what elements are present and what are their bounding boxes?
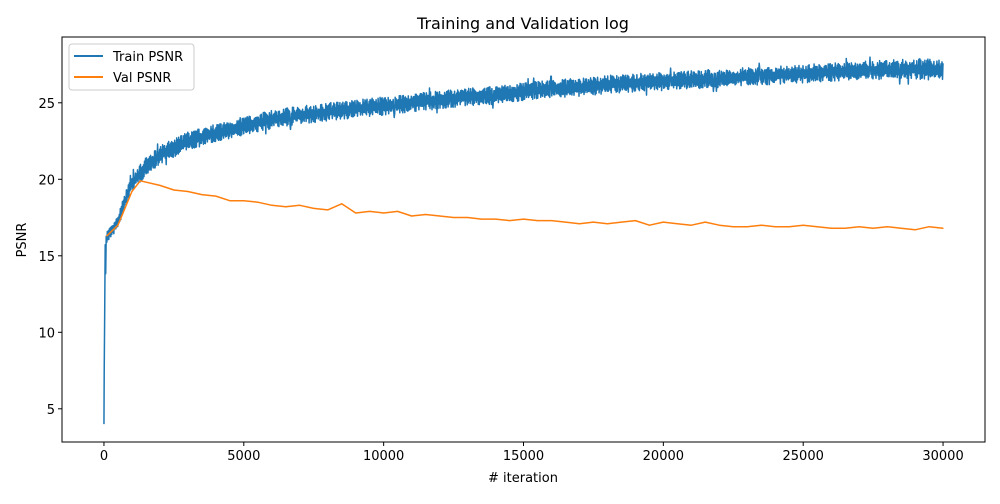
val-psnr-point	[425, 213, 427, 216]
val-psnr-point	[173, 189, 175, 191]
val-psnr-point	[117, 224, 119, 226]
val-psnr-point	[914, 229, 916, 231]
val-psnr-point	[271, 204, 273, 206]
val-psnr-point	[564, 221, 567, 223]
val-psnr-point	[327, 209, 329, 211]
val-psnr-point	[131, 190, 133, 193]
val-psnr-point	[383, 212, 385, 214]
x-tick-label: 30000	[922, 449, 963, 464]
val-psnr-point	[139, 180, 141, 182]
x-tick-label: 20000	[643, 449, 684, 464]
val-psnr-point	[872, 227, 874, 229]
train-psnr-line	[103, 56, 944, 425]
val-psnr-point	[634, 220, 636, 222]
val-psnr-point	[690, 224, 692, 226]
val-psnr-point	[159, 184, 161, 187]
val-psnr-point	[257, 201, 259, 203]
legend-label-val: Val PSNR	[113, 71, 171, 86]
val-psnr-point	[816, 226, 818, 228]
y-axis-label: PSNR	[15, 223, 30, 258]
val-psnr-point	[620, 221, 622, 223]
val-psnr-point	[648, 224, 650, 226]
val-psnr-point	[494, 218, 497, 220]
val-psnr-point	[215, 195, 217, 197]
y-tick-label: 15	[38, 250, 55, 265]
val-psnr-point	[522, 218, 525, 220]
val-psnr-point	[942, 227, 944, 229]
val-psnr-point	[550, 220, 553, 222]
val-psnr-point	[480, 218, 483, 220]
val-psnr-point	[411, 215, 413, 217]
val-psnr-point	[928, 226, 930, 228]
x-tick-label: 5000	[227, 449, 260, 464]
val-psnr-point	[830, 227, 832, 229]
val-psnr-point	[788, 226, 790, 228]
val-psnr-line	[106, 180, 944, 237]
y-tick-label: 10	[38, 326, 55, 341]
val-psnr-point	[886, 226, 888, 228]
legend: Train PSNR Val PSNR	[68, 43, 195, 91]
val-psnr-point	[802, 224, 804, 226]
y-tick-label: 20	[38, 173, 55, 188]
x-tick-label: 15000	[503, 449, 544, 464]
y-tick-label: 25	[38, 97, 55, 112]
val-psnr-point	[369, 210, 371, 213]
legend-label-train: Train PSNR	[112, 50, 183, 65]
x-tick-label: 10000	[363, 449, 404, 464]
val-psnr-point	[452, 216, 455, 219]
val-psnr-point	[704, 221, 706, 223]
val-psnr-point	[187, 190, 189, 193]
val-psnr-point	[718, 224, 720, 226]
val-psnr-point	[536, 220, 539, 222]
x-tick-label: 25000	[783, 449, 824, 464]
val-psnr-point	[355, 212, 357, 214]
val-psnr-point	[774, 226, 776, 228]
x-axis-label: # iteration	[488, 471, 558, 486]
val-psnr-point	[900, 227, 902, 229]
val-psnr-point	[508, 220, 511, 222]
val-psnr-point	[760, 224, 762, 226]
chart-title: Training and Validation log	[416, 14, 629, 33]
val-psnr-point	[858, 226, 860, 228]
val-psnr-point	[229, 200, 231, 202]
val-psnr-point	[313, 207, 315, 209]
x-tick-label: 0	[100, 449, 108, 464]
val-psnr-point	[243, 200, 245, 202]
val-psnr-point	[592, 221, 595, 223]
val-psnr-point	[606, 223, 609, 225]
val-psnr-point	[201, 193, 203, 196]
val-psnr-point	[341, 203, 343, 205]
x-axis: 0 5000 10000 15000 20000 25000 30000	[100, 442, 964, 464]
val-psnr-point	[662, 221, 664, 223]
y-axis: 5 10 15 20 25	[38, 97, 62, 418]
plot-area	[103, 56, 944, 425]
val-psnr-point	[844, 227, 846, 229]
val-psnr-point	[578, 223, 581, 225]
val-psnr-point	[397, 210, 399, 213]
y-tick-label: 5	[47, 403, 55, 418]
val-psnr-point	[732, 226, 734, 228]
val-psnr-point	[299, 204, 301, 206]
val-psnr-point	[106, 235, 108, 237]
val-psnr-point	[676, 223, 678, 225]
val-psnr-point	[438, 215, 441, 217]
val-psnr-point	[466, 216, 469, 219]
val-psnr-point	[746, 226, 748, 228]
val-psnr-point	[285, 206, 287, 208]
